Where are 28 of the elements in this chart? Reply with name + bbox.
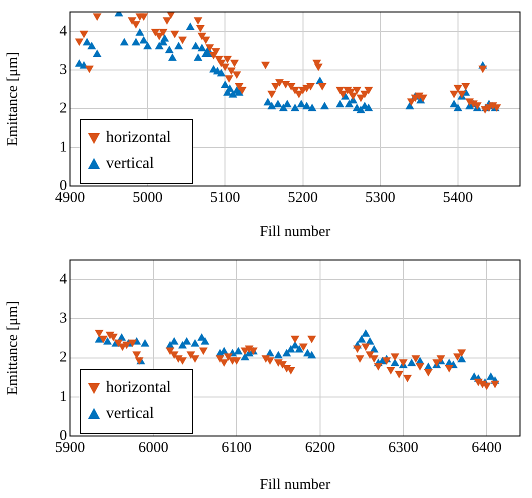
x-tick-label: 5400 [442,190,473,206]
x-axis-title: Fill number [260,224,330,240]
y-tick-label: 3 [60,310,67,327]
y-tick-label: 1 [60,139,67,156]
x-tick-label: 5900 [55,440,85,456]
x-axis-title: Fill number [260,476,330,493]
x-tick-label: 5000 [132,190,163,206]
x-tick-label: 6300 [388,440,418,456]
y-tick-label: 4 [60,23,68,40]
x-tick-label: 6200 [305,440,335,456]
y-tick-label: 3 [60,62,67,78]
y-tick-label: 1 [60,388,67,405]
legend-label: horizontal [106,379,172,396]
y-tick-label: 2 [60,350,67,366]
x-tick-label: 5300 [365,190,396,206]
x-tick-label: 6000 [138,440,168,456]
legend-label: horizontal [106,129,172,146]
x-tick-label: 5200 [288,190,318,206]
x-tick-label: 5100 [210,190,240,206]
legend-label: vertical [106,155,155,172]
x-tick-label: 4900 [55,190,85,206]
y-axis-title: Emittance [μm] [4,52,21,146]
x-tick-label: 6400 [472,440,502,456]
y-tick-label: 2 [60,100,67,117]
x-tick-label: 6100 [222,440,252,456]
y-axis-title: Emittance [μm] [4,300,21,396]
legend-label: vertical [106,405,155,422]
y-tick-label: 4 [60,271,68,288]
